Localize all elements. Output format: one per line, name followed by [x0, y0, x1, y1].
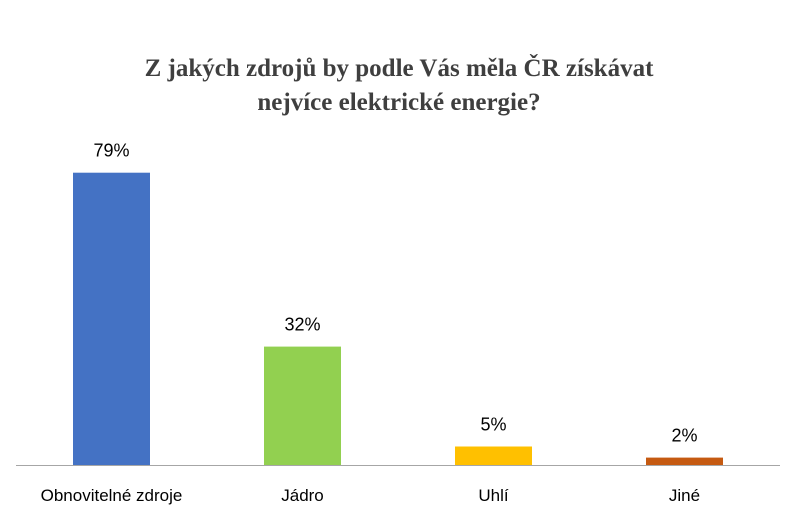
x-tick-label-1: Obnovitelné zdroje	[41, 486, 183, 505]
chart-title: Z jakých zdrojů by podle Vás měla ČR zís…	[0, 52, 798, 120]
bar-4	[646, 457, 723, 465]
data-label-3: 5%	[480, 415, 506, 435]
x-tick-label-4: Jiné	[669, 486, 700, 505]
bar-1	[73, 172, 150, 465]
data-label-1: 79%	[93, 141, 129, 161]
bar-2	[264, 346, 341, 465]
chart-title-line-1: Z jakých zdrojů by podle Vás měla ČR zís…	[144, 55, 654, 82]
x-tick-label-2: Jádro	[281, 486, 324, 505]
chart-title-line-2: nejvíce elektrické energie?	[257, 89, 541, 116]
data-label-4: 2%	[671, 426, 697, 446]
bar-3	[455, 446, 532, 465]
x-tick-label-3: Uhlí	[478, 486, 509, 505]
data-label-2: 32%	[284, 315, 320, 335]
